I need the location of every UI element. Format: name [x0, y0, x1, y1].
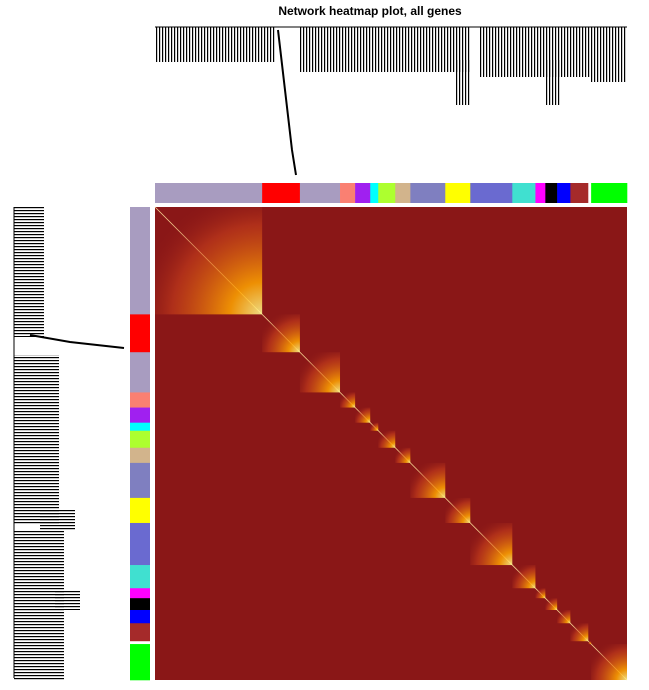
top-module-bar [588, 183, 592, 203]
top-module-bar [570, 183, 589, 203]
module-block [545, 598, 558, 610]
module-block [410, 462, 446, 498]
top-module-bar [445, 183, 471, 203]
module-block [445, 497, 471, 523]
top-module-bar [410, 183, 446, 203]
module-block [470, 522, 513, 566]
module-block [557, 609, 571, 624]
left-module-bar [130, 314, 150, 353]
left-module-bar [130, 565, 150, 589]
module-block [155, 207, 263, 315]
module-block [378, 430, 396, 448]
left-module-bar [130, 422, 150, 432]
left-module-bar [130, 623, 150, 642]
left-module-bar [130, 588, 150, 599]
module-block [570, 623, 589, 642]
left-module-bar [130, 609, 150, 624]
top-module-bar [591, 183, 628, 203]
top-module-bar [535, 183, 546, 203]
left-module-bar [130, 497, 150, 524]
left-module-bar [130, 641, 150, 645]
left-module-bar [130, 430, 150, 449]
module-block [262, 314, 300, 353]
top-module-bar [378, 183, 396, 203]
left-module-bar [130, 392, 150, 408]
left-module-bar [130, 462, 150, 499]
left-module-bar [130, 447, 150, 464]
module-block [535, 588, 546, 599]
top-module-bar [370, 183, 379, 203]
top-module-bar [395, 183, 411, 203]
top-module-bar [512, 183, 536, 203]
chart-title: Network heatmap plot, all genes [278, 4, 462, 18]
left-module-bar [130, 407, 150, 423]
module-block [370, 422, 379, 431]
top-dendrogram [155, 26, 627, 176]
module-block [395, 447, 411, 463]
top-module-bar [557, 183, 571, 203]
top-module-bar [545, 183, 558, 203]
module-block [299, 352, 341, 393]
module-block [340, 392, 356, 408]
top-module-bar [155, 183, 263, 203]
module-block [591, 644, 627, 680]
left-module-bar [130, 644, 150, 681]
top-module-bar [355, 183, 371, 203]
left-module-bar [130, 352, 150, 393]
module-block [588, 641, 592, 645]
module-block [355, 407, 371, 423]
module-block [512, 565, 536, 589]
top-module-bar [299, 183, 341, 203]
left-module-bar [130, 207, 150, 315]
left-dendrogram [13, 207, 125, 680]
top-module-bar [340, 183, 356, 203]
left-module-bar [130, 522, 150, 566]
left-module-bar [130, 598, 150, 611]
top-module-bar [262, 183, 301, 203]
top-module-bar [470, 183, 513, 203]
